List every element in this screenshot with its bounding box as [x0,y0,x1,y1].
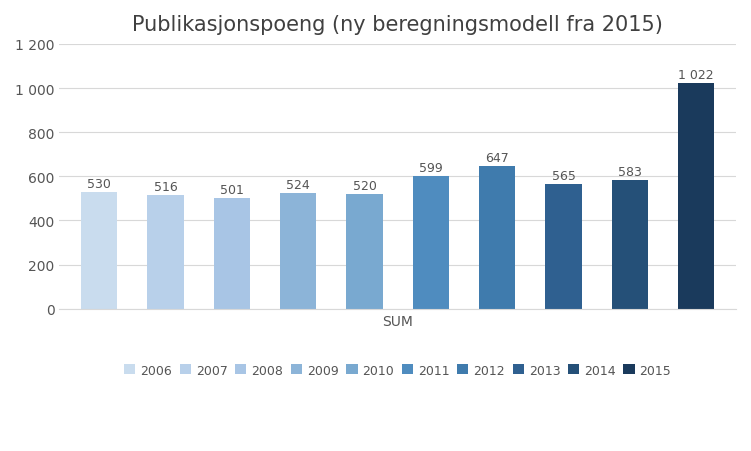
Text: 565: 565 [551,170,575,182]
Text: 599: 599 [419,162,443,175]
Text: 516: 516 [154,180,177,193]
Bar [280,193,316,309]
Text: 520: 520 [352,179,376,192]
X-axis label: SUM: SUM [382,314,413,328]
Text: 530: 530 [87,177,111,190]
Bar [611,180,648,309]
Bar [479,166,515,309]
Bar [412,177,449,309]
Text: 524: 524 [286,179,310,191]
Title: Publikasjonspoeng (ny beregningsmodell fra 2015): Publikasjonspoeng (ny beregningsmodell f… [132,15,663,35]
Bar [346,194,383,309]
Text: 583: 583 [618,166,642,179]
Bar [213,198,250,309]
Bar [678,84,714,309]
Bar [545,184,582,309]
Bar [147,195,184,309]
Text: 1 022: 1 022 [678,69,714,82]
Text: 647: 647 [485,152,509,164]
Text: 501: 501 [220,184,244,197]
Bar [81,192,117,309]
Legend: 2006, 2007, 2008, 2009, 2010, 2011, 2012, 2013, 2014, 2015: 2006, 2007, 2008, 2009, 2010, 2011, 2012… [124,364,671,377]
